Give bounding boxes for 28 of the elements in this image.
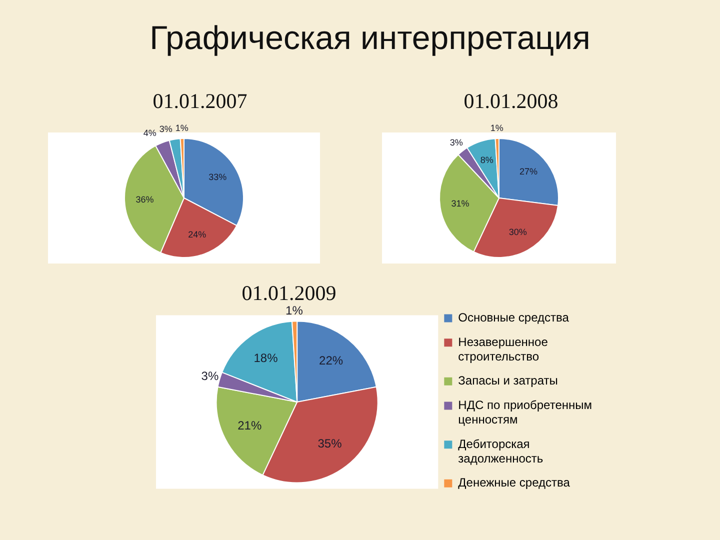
- legend-label: Основные средства: [458, 310, 570, 325]
- data-label: 1%: [175, 123, 188, 134]
- chart-title: 01.01.2007: [152, 88, 248, 114]
- data-label: 35%: [318, 436, 342, 450]
- data-label: 24%: [188, 229, 206, 240]
- data-label: 31%: [451, 198, 470, 209]
- legend-label: Незавершенное строительство: [458, 334, 548, 364]
- data-label: 21%: [238, 418, 262, 432]
- chart-title: 01.01.2009: [240, 280, 338, 306]
- data-label: 4%: [143, 128, 156, 138]
- data-label: 18%: [254, 351, 278, 366]
- legend-label: НДС по приобретенным ценностям: [458, 398, 592, 427]
- data-label: 1%: [490, 123, 504, 134]
- data-label: 27%: [519, 166, 538, 177]
- data-label: 3%: [201, 369, 219, 383]
- data-label: 36%: [136, 194, 154, 204]
- data-label: 30%: [508, 226, 527, 237]
- data-label: 8%: [480, 155, 494, 166]
- data-label: 3%: [159, 124, 172, 134]
- data-label: 22%: [319, 353, 344, 368]
- data-label: 3%: [450, 138, 463, 148]
- legend-label: Денежные средства: [458, 476, 570, 490]
- legend-label: Запасы и затраты: [458, 374, 558, 388]
- data-label: 1%: [286, 304, 304, 318]
- data-label: 33%: [208, 172, 227, 182]
- chart-title: 01.01.2008: [462, 88, 560, 114]
- legend-label: Дебиторская задолженность: [458, 436, 544, 466]
- text: Графическая интерпретация: [148, 18, 592, 58]
